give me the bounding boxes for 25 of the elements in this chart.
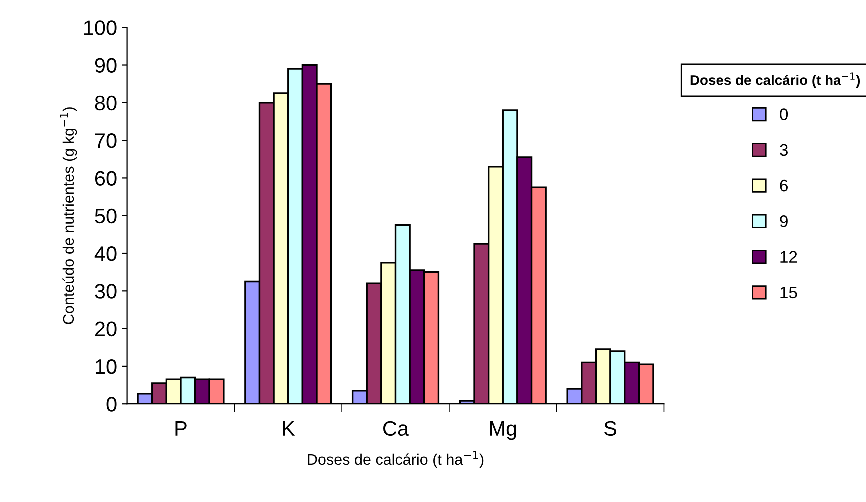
x-tick-label: P (176, 422, 187, 436)
y-tick-label: 20 (95, 322, 117, 337)
y-tick-label: 10 (96, 359, 117, 374)
x-tick-label: Ca (384, 421, 410, 436)
y-tick-label: 70 (95, 134, 117, 148)
y-axis-title: Conteúdo de nutrientes (g kg$^{−1}$) (60, 108, 78, 324)
y-tick-label: 0 (106, 397, 117, 412)
legend-label: 9 (780, 216, 788, 228)
legend-label: 0 (780, 108, 788, 120)
x-axis-title: Doses de calcário (t ha$^{−1}$) (308, 451, 484, 468)
y-tick-label: 80 (95, 96, 117, 111)
y-tick-label: 60 (95, 171, 117, 186)
y-tick-label: 90 (95, 58, 117, 74)
x-tick-label: K (283, 422, 296, 436)
legend-label: 15 (780, 286, 798, 299)
x-tick-label: Mg (490, 422, 516, 440)
y-tick-label: 100 (84, 20, 117, 36)
legend-label: 12 (780, 251, 798, 263)
legend-label: 3 (780, 144, 788, 156)
y-tick-label: 50 (95, 208, 117, 224)
y-tick-label: 30 (95, 284, 117, 299)
legend-title: Doses de calcário (t ha$^{−1}$) (690, 72, 860, 88)
y-tick-label: 40 (94, 246, 117, 262)
legend-label: 6 (780, 180, 788, 192)
x-tick-label: S (604, 421, 617, 436)
